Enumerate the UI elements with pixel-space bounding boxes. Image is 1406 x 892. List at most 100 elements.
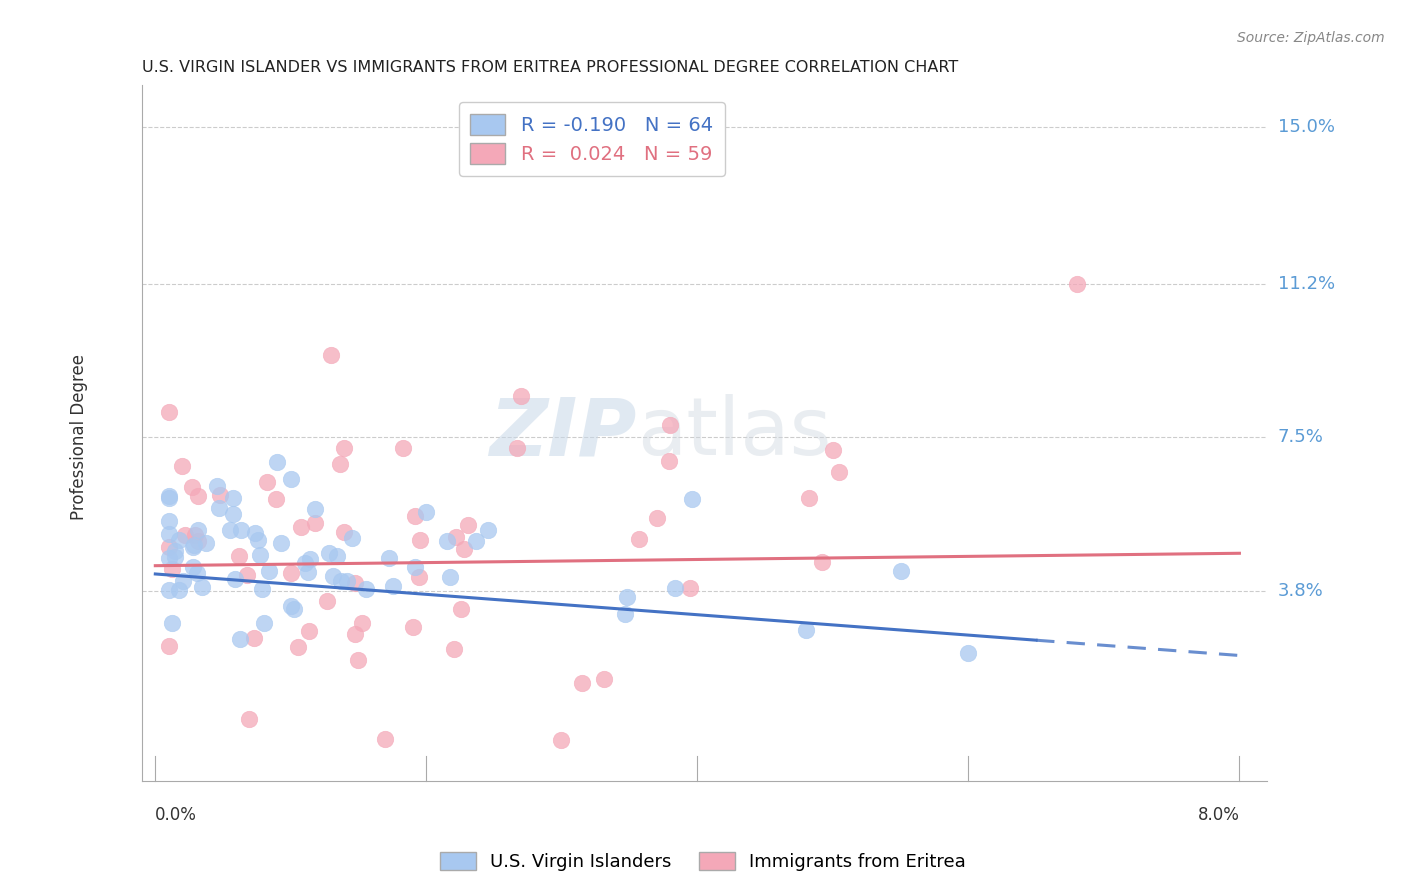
- Point: [157, 489, 180, 503]
- Point: [170, 459, 193, 474]
- Point: [280, 566, 302, 580]
- Point: [616, 590, 638, 604]
- Point: [157, 640, 180, 654]
- Point: [613, 607, 636, 622]
- Point: [679, 581, 702, 595]
- Point: [253, 616, 276, 631]
- Point: [163, 549, 186, 564]
- Text: 7.5%: 7.5%: [1278, 428, 1323, 446]
- Text: Professional Degree: Professional Degree: [69, 354, 87, 520]
- Point: [627, 532, 650, 546]
- Point: [236, 567, 259, 582]
- Point: [1066, 277, 1088, 292]
- Text: U.S. VIRGIN ISLANDER VS IMMIGRANTS FROM ERITREA PROFESSIONAL DEGREE CORRELATION : U.S. VIRGIN ISLANDER VS IMMIGRANTS FROM …: [142, 60, 957, 75]
- Point: [157, 583, 180, 598]
- Point: [299, 551, 322, 566]
- Point: [294, 556, 316, 570]
- Point: [298, 624, 321, 638]
- Point: [157, 541, 180, 555]
- Point: [231, 523, 253, 537]
- Point: [346, 653, 368, 667]
- Point: [172, 574, 194, 589]
- Point: [181, 540, 204, 554]
- Point: [329, 574, 352, 588]
- Point: [157, 405, 180, 419]
- Point: [354, 582, 377, 596]
- Point: [247, 533, 270, 548]
- Text: 15.0%: 15.0%: [1278, 118, 1334, 136]
- Text: 8.0%: 8.0%: [1198, 805, 1240, 824]
- Point: [510, 389, 533, 403]
- Point: [219, 523, 242, 537]
- Point: [592, 672, 614, 686]
- Point: [957, 646, 980, 660]
- Point: [439, 570, 461, 584]
- Point: [322, 569, 344, 583]
- Point: [157, 526, 180, 541]
- Point: [890, 564, 912, 578]
- Point: [408, 569, 430, 583]
- Point: [457, 517, 479, 532]
- Point: [183, 538, 205, 552]
- Point: [290, 520, 312, 534]
- Point: [797, 491, 820, 505]
- Point: [283, 602, 305, 616]
- Point: [205, 478, 228, 492]
- Text: 11.2%: 11.2%: [1278, 276, 1334, 293]
- Point: [571, 676, 593, 690]
- Point: [186, 566, 208, 580]
- Point: [415, 506, 437, 520]
- Point: [374, 731, 396, 746]
- Point: [453, 542, 475, 557]
- Point: [827, 465, 849, 479]
- Point: [811, 554, 834, 568]
- Text: 0.0%: 0.0%: [155, 805, 197, 824]
- Point: [344, 627, 367, 641]
- Point: [160, 562, 183, 576]
- Point: [228, 549, 250, 563]
- Point: [304, 501, 326, 516]
- Point: [297, 565, 319, 579]
- Point: [264, 492, 287, 507]
- Text: ZIP: ZIP: [489, 394, 637, 472]
- Point: [465, 533, 488, 548]
- Point: [664, 582, 686, 596]
- Point: [173, 528, 195, 542]
- Point: [187, 523, 209, 537]
- Point: [402, 620, 425, 634]
- Point: [157, 550, 180, 565]
- Point: [659, 417, 682, 432]
- Text: 3.8%: 3.8%: [1278, 582, 1323, 599]
- Point: [270, 535, 292, 549]
- Point: [378, 550, 401, 565]
- Point: [249, 548, 271, 562]
- Point: [304, 516, 326, 530]
- Point: [157, 514, 180, 528]
- Point: [436, 533, 458, 548]
- Legend: U.S. Virgin Islanders, Immigrants from Eritrea: U.S. Virgin Islanders, Immigrants from E…: [433, 845, 973, 879]
- Point: [443, 641, 465, 656]
- Point: [446, 530, 468, 544]
- Point: [450, 601, 472, 615]
- Point: [280, 599, 302, 614]
- Point: [821, 442, 844, 457]
- Point: [224, 572, 246, 586]
- Point: [187, 489, 209, 503]
- Point: [658, 454, 681, 468]
- Point: [257, 564, 280, 578]
- Point: [207, 501, 229, 516]
- Point: [333, 441, 356, 455]
- Point: [222, 491, 245, 506]
- Legend: R = -0.190   N = 64, R =  0.024   N = 59: R = -0.190 N = 64, R = 0.024 N = 59: [458, 103, 724, 176]
- Point: [382, 579, 405, 593]
- Point: [287, 640, 309, 654]
- Point: [318, 546, 340, 560]
- Point: [477, 523, 499, 537]
- Point: [645, 511, 668, 525]
- Point: [266, 454, 288, 468]
- Point: [167, 533, 190, 548]
- Point: [316, 594, 339, 608]
- Point: [183, 559, 205, 574]
- Point: [392, 441, 415, 455]
- Point: [342, 531, 364, 545]
